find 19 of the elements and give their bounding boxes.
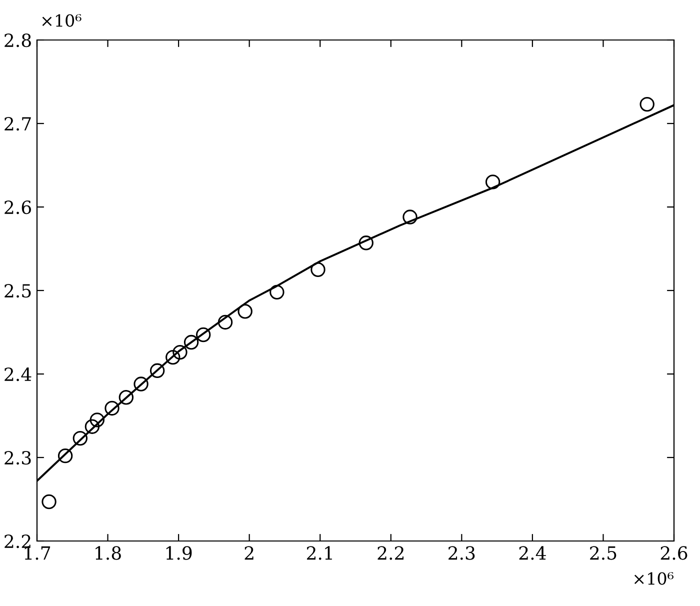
- text: ×10⁶: [634, 572, 674, 585]
- x-tick-label: 2.1: [306, 546, 332, 560]
- y-tick-label: 2.7: [4, 116, 31, 131]
- x-tick-label: 1.7: [24, 546, 50, 560]
- x-tick-label: 2: [244, 546, 254, 560]
- x-tick-label: 2.6: [660, 546, 688, 560]
- y-tick-label: 2.6: [4, 200, 32, 214]
- x-tick-label: 2.3: [448, 546, 475, 560]
- y-tick-label: 2.4: [4, 367, 32, 382]
- y-tick-label: 2.2: [4, 534, 30, 548]
- x-tick-label: 2.2: [378, 546, 404, 560]
- x-tick-label: 1.8: [96, 546, 121, 560]
- y-tick-label: 2.3: [4, 450, 31, 465]
- y-tick-label: 2.5: [4, 284, 31, 298]
- x-tick-label: 2.5: [590, 546, 616, 560]
- x-tick-label: 1.9: [166, 546, 192, 560]
- text: ×10⁶: [42, 14, 82, 27]
- y-tick-label: 2.8: [4, 33, 31, 48]
- x-tick-label: 2.4: [519, 546, 546, 560]
